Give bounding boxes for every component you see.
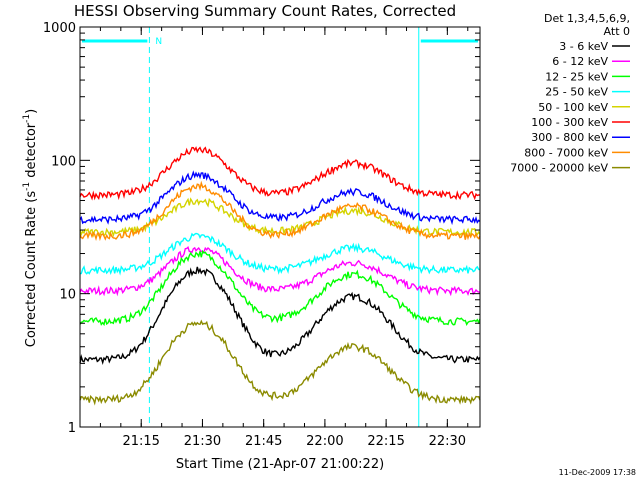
series-line [79,249,481,327]
y-axis-label: Corrected Count Rate (s-1 detector-1) [22,109,39,347]
plot-frame [79,26,481,428]
chart-title: HESSI Observing Summary Count Rates, Cor… [74,2,456,20]
legend-entry-label: 3 - 6 keV [559,40,608,53]
x-tick-label: 21:30 [184,434,221,449]
legend-entry-label: 25 - 50 keV [545,86,608,99]
series-line [79,146,481,201]
series-line [79,319,481,406]
y-tick-label: 10 [59,288,76,303]
y-tick-label: 1000 [43,21,76,36]
legend-entry-label: 300 - 800 keV [531,131,608,144]
y-tick-label: 100 [51,154,76,169]
x-tick-label: 22:30 [429,434,466,449]
series-line [79,246,481,297]
legend-header: Att 0 [604,25,630,38]
legend-entry-label: 12 - 25 keV [545,70,608,83]
series-line [79,266,481,366]
legend-entry-label: 7000 - 20000 keV [510,162,608,175]
series-line [79,180,481,242]
legend-entry-label: 800 - 7000 keV [524,146,608,159]
series-line [79,232,481,276]
axis-ticks: 21:15 21:30 21:45 22:00 22:15 22:30 1 10 100 1000 [43,21,480,449]
series-lines [79,146,481,406]
x-tick-label: 22:15 [367,434,404,449]
legend-header: Det 1,3,4,5,6,9, [544,12,630,25]
x-axis-label: Start Time (21-Apr-07 21:00:22) [176,457,384,472]
legend-entry-label: 6 - 12 keV [552,55,608,68]
legend-entry-label: 100 - 300 keV [531,116,608,129]
series-line [79,170,481,226]
legend: Det 1,3,4,5,6,9,Att 0 3 - 6 keV 6 - 12 keV… [510,12,630,175]
y-tick-label: 1 [68,421,76,436]
night-region-markers: N [79,27,481,427]
legend-entry-label: 50 - 100 keV [538,101,608,114]
x-tick-label: 21:45 [245,434,282,449]
x-tick-label: 21:15 [122,434,159,449]
flag-label: N [155,37,162,47]
x-tick-label: 22:00 [306,434,343,449]
footer-timestamp: 11-Dec-2009 17:38 [559,468,636,477]
